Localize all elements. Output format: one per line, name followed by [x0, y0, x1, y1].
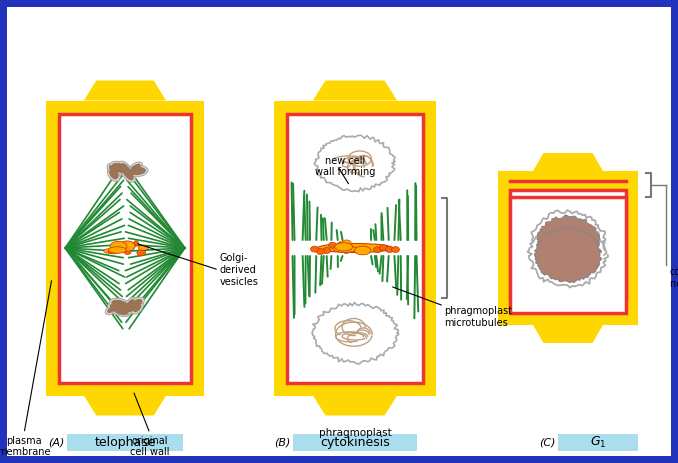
- Ellipse shape: [340, 246, 346, 251]
- Ellipse shape: [109, 298, 130, 310]
- Bar: [59, 113, 191, 382]
- FancyBboxPatch shape: [7, 7, 671, 456]
- Ellipse shape: [108, 247, 126, 253]
- Ellipse shape: [311, 246, 319, 252]
- Ellipse shape: [119, 241, 135, 251]
- Ellipse shape: [119, 161, 132, 175]
- Ellipse shape: [108, 167, 120, 181]
- Ellipse shape: [109, 165, 119, 174]
- Ellipse shape: [133, 304, 142, 312]
- Bar: [510, 197, 626, 313]
- Ellipse shape: [380, 245, 388, 251]
- Ellipse shape: [104, 249, 113, 253]
- Ellipse shape: [317, 249, 325, 255]
- Ellipse shape: [111, 163, 128, 173]
- Ellipse shape: [121, 297, 136, 314]
- Text: original
cell wall: original cell wall: [130, 436, 170, 457]
- Bar: [293, 434, 417, 451]
- Text: cytokinesis: cytokinesis: [320, 436, 390, 449]
- Ellipse shape: [355, 246, 371, 255]
- Polygon shape: [84, 81, 166, 100]
- Ellipse shape: [138, 245, 148, 250]
- Ellipse shape: [323, 248, 330, 254]
- Ellipse shape: [125, 299, 142, 312]
- Ellipse shape: [342, 247, 350, 254]
- Polygon shape: [527, 221, 608, 288]
- Ellipse shape: [121, 163, 130, 174]
- Ellipse shape: [317, 244, 393, 252]
- Ellipse shape: [386, 247, 393, 252]
- Polygon shape: [533, 325, 603, 343]
- Ellipse shape: [338, 242, 343, 246]
- Ellipse shape: [107, 163, 120, 176]
- Ellipse shape: [107, 305, 117, 313]
- Ellipse shape: [117, 244, 125, 250]
- Ellipse shape: [342, 240, 351, 247]
- Ellipse shape: [391, 247, 399, 252]
- Ellipse shape: [335, 243, 353, 251]
- Bar: [67, 434, 183, 451]
- Text: (C): (C): [540, 438, 556, 448]
- Ellipse shape: [334, 246, 343, 252]
- Ellipse shape: [111, 300, 129, 309]
- Polygon shape: [533, 153, 603, 171]
- Text: Golgi-
derived
vesicles: Golgi- derived vesicles: [220, 253, 259, 287]
- Polygon shape: [313, 395, 397, 415]
- Ellipse shape: [124, 249, 131, 255]
- Polygon shape: [537, 215, 599, 266]
- Ellipse shape: [122, 166, 134, 181]
- Ellipse shape: [374, 247, 382, 253]
- Text: $G_1$: $G_1$: [590, 435, 606, 450]
- Polygon shape: [535, 227, 601, 282]
- Ellipse shape: [333, 245, 357, 252]
- Ellipse shape: [134, 241, 138, 246]
- Ellipse shape: [109, 161, 130, 175]
- Text: new cell
wall forming: new cell wall forming: [315, 156, 375, 177]
- Bar: [498, 185, 638, 325]
- Ellipse shape: [108, 250, 118, 254]
- Bar: [287, 113, 423, 382]
- Ellipse shape: [127, 162, 142, 176]
- Polygon shape: [312, 302, 399, 364]
- Bar: [498, 178, 638, 192]
- Ellipse shape: [108, 302, 129, 317]
- Ellipse shape: [110, 241, 127, 252]
- Ellipse shape: [132, 302, 143, 314]
- Ellipse shape: [329, 242, 336, 248]
- Ellipse shape: [123, 299, 134, 313]
- Ellipse shape: [109, 169, 119, 180]
- Text: phragmoplast
microtubules: phragmoplast microtubules: [444, 306, 512, 328]
- Ellipse shape: [129, 164, 141, 175]
- Text: (A): (A): [49, 438, 65, 448]
- Bar: [510, 183, 626, 299]
- Ellipse shape: [137, 250, 146, 256]
- Text: (B): (B): [275, 438, 291, 448]
- Text: plasma
membrane: plasma membrane: [0, 436, 51, 457]
- Ellipse shape: [124, 297, 144, 314]
- Ellipse shape: [128, 243, 135, 249]
- Ellipse shape: [129, 167, 146, 175]
- Text: telophase: telophase: [94, 436, 156, 449]
- Polygon shape: [314, 135, 395, 192]
- Bar: [46, 100, 204, 395]
- Ellipse shape: [105, 304, 119, 314]
- Polygon shape: [532, 210, 605, 271]
- Ellipse shape: [120, 164, 136, 182]
- Ellipse shape: [117, 306, 134, 313]
- Bar: [274, 100, 436, 395]
- Bar: [498, 171, 638, 311]
- Bar: [558, 434, 638, 451]
- Text: completed
new cell wall: completed new cell wall: [670, 267, 678, 288]
- Text: phragmoplast: phragmoplast: [319, 427, 391, 438]
- Ellipse shape: [116, 304, 136, 315]
- Polygon shape: [84, 395, 166, 415]
- Ellipse shape: [127, 166, 148, 177]
- Polygon shape: [313, 81, 397, 100]
- Ellipse shape: [110, 304, 128, 315]
